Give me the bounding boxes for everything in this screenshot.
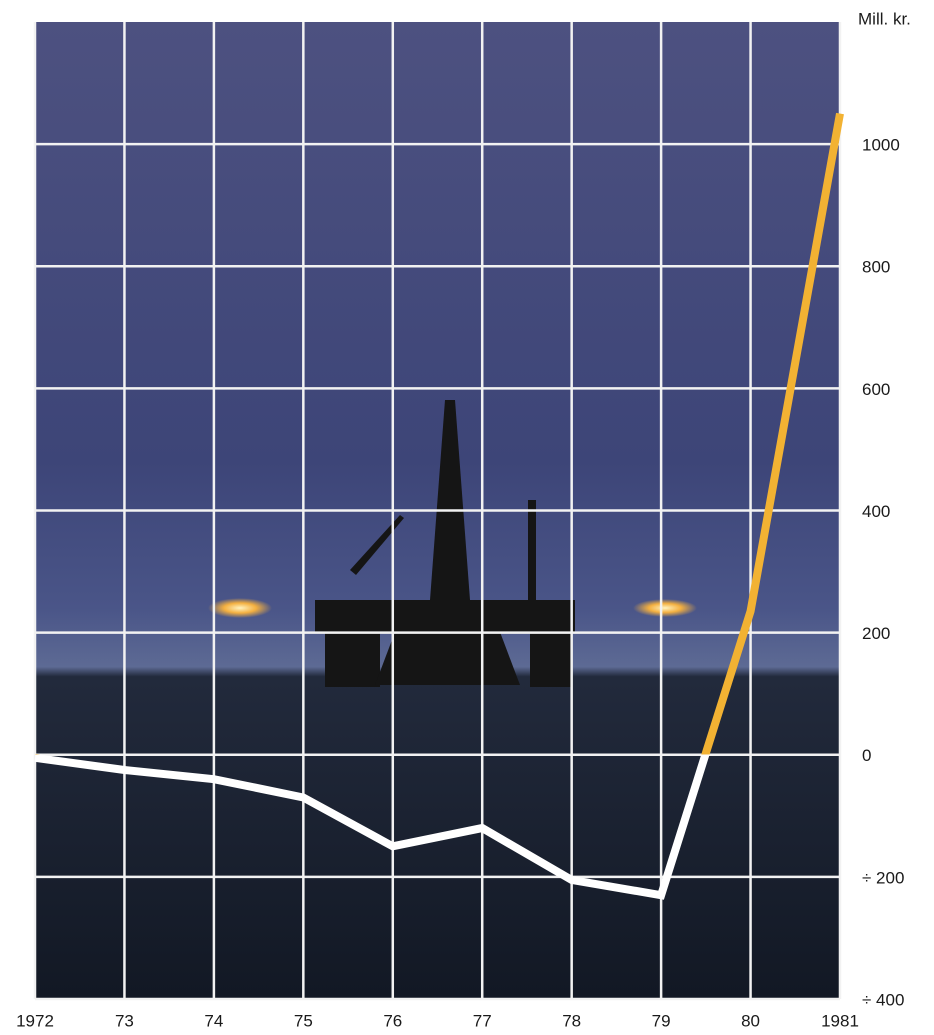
y-tick-label: 800 xyxy=(862,258,890,277)
x-tick-label: 75 xyxy=(294,1011,313,1030)
y-tick-label: ÷ 400 xyxy=(862,990,904,1009)
x-tick-label: 77 xyxy=(473,1011,492,1030)
x-tick-label: 1972 xyxy=(16,1011,54,1030)
y-axis-label: Mill. kr. xyxy=(858,9,911,28)
x-tick-label: 78 xyxy=(562,1011,581,1030)
y-tick-label: ÷ 200 xyxy=(862,868,904,887)
x-tick-label: 80 xyxy=(741,1011,760,1030)
data-line xyxy=(34,112,844,900)
x-tick-label: 79 xyxy=(652,1011,671,1030)
y-tick-label: 0 xyxy=(862,746,871,765)
x-tick-label: 1981 xyxy=(821,1011,859,1030)
x-tick-label: 76 xyxy=(383,1011,402,1030)
x-tick-label: 74 xyxy=(204,1011,223,1030)
y-tick-label: 400 xyxy=(862,502,890,521)
y-tick-label: 200 xyxy=(862,624,890,643)
y-tick-label: 1000 xyxy=(862,136,900,155)
x-tick-label: 73 xyxy=(115,1011,134,1030)
y-tick-label: 600 xyxy=(862,380,890,399)
